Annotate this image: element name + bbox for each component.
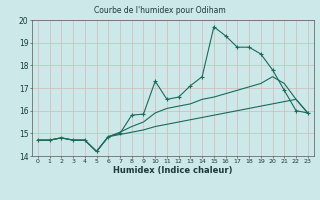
Text: Courbe de l'humidex pour Odiham: Courbe de l'humidex pour Odiham: [94, 6, 226, 15]
X-axis label: Humidex (Indice chaleur): Humidex (Indice chaleur): [113, 166, 233, 175]
